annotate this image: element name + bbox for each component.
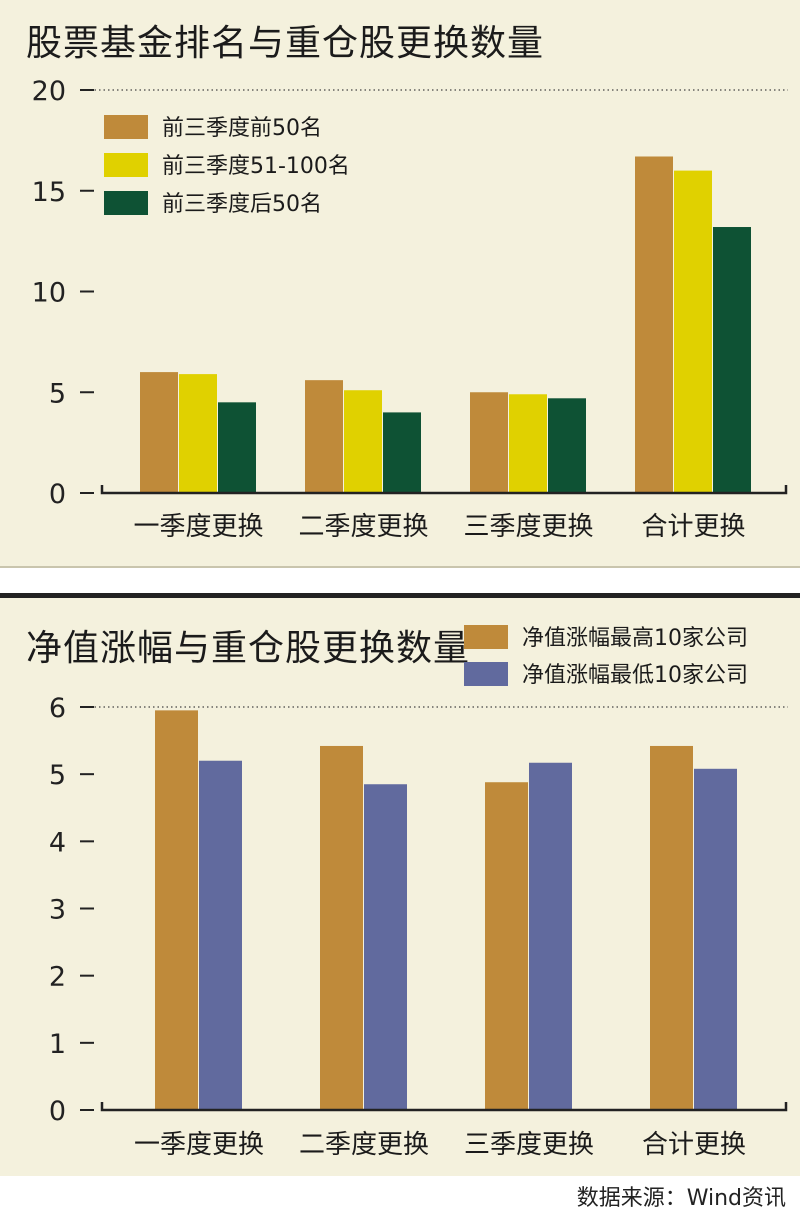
x-category-label: 一季度更换 bbox=[134, 1130, 264, 1160]
y-tick-label: 15 bbox=[32, 177, 66, 208]
legend-swatch bbox=[104, 191, 148, 215]
data-source-note: 数据来源：Wind资讯 bbox=[576, 1186, 786, 1211]
bar bbox=[529, 762, 572, 1110]
bar bbox=[140, 372, 178, 493]
bar bbox=[218, 402, 256, 493]
bar bbox=[713, 227, 751, 493]
bar-chart-fund-ranking: 0 5 10 15 20 一季度更换 二季度更换 三季度更换 合计更换 前三季度前50名前三季度5… bbox=[32, 76, 788, 542]
y-tick-label: 3 bbox=[49, 895, 66, 926]
bar bbox=[674, 170, 712, 493]
bar bbox=[305, 380, 343, 493]
y-tick-label: 5 bbox=[49, 378, 66, 409]
bar bbox=[650, 745, 693, 1110]
legend-swatch bbox=[464, 625, 508, 649]
y-tick-label: 0 bbox=[49, 479, 66, 510]
bar bbox=[344, 390, 382, 493]
x-category-label: 合计更换 bbox=[642, 1130, 746, 1160]
bar bbox=[548, 398, 586, 493]
bar bbox=[470, 392, 508, 493]
bar bbox=[635, 156, 673, 493]
legend-swatch bbox=[104, 115, 148, 139]
chart-panel-nav-growth: 净值涨幅与重仓股更换数量 0 1 2 3 4 5 6 一季度更换 二季度更换 三季度更换 合计更换 净… bbox=[0, 593, 800, 1176]
bar bbox=[383, 412, 421, 493]
y-tick-label: 2 bbox=[49, 962, 66, 993]
y-tick-label: 5 bbox=[49, 760, 66, 791]
bar bbox=[694, 768, 737, 1110]
x-category-label: 二季度更换 bbox=[299, 1130, 429, 1160]
x-category-label: 一季度更换 bbox=[133, 512, 263, 542]
chart-panel-fund-ranking: 股票基金排名与重仓股更换数量 0 5 10 15 20 一季度更换 二季度更换 三季度更换 合计… bbox=[0, 0, 800, 568]
legend-swatch bbox=[104, 153, 148, 177]
x-axis-line bbox=[100, 485, 788, 495]
y-tick-label: 4 bbox=[49, 827, 66, 858]
y-tick-label: 10 bbox=[32, 278, 66, 309]
legend-label: 前三季度前50名 bbox=[162, 116, 322, 141]
x-category-label: 合计更换 bbox=[641, 512, 745, 542]
y-tick-label: 6 bbox=[49, 693, 66, 724]
bar bbox=[509, 394, 547, 493]
bar bbox=[155, 710, 198, 1110]
legend-label: 净值涨幅最低10家公司 bbox=[522, 663, 748, 688]
bar bbox=[320, 745, 363, 1110]
chart-title: 股票基金排名与重仓股更换数量 bbox=[26, 23, 545, 64]
x-category-label: 三季度更换 bbox=[463, 512, 593, 542]
legend-label: 前三季度后50名 bbox=[162, 192, 322, 217]
legend-swatch bbox=[464, 662, 508, 686]
y-tick-label: 20 bbox=[32, 76, 66, 107]
x-axis-line bbox=[100, 1102, 788, 1112]
bar-chart-nav-growth: 0 1 2 3 4 5 6 一季度更换 二季度更换 三季度更换 合计更换 净值涨幅最高10家公司净值涨… bbox=[49, 625, 788, 1160]
legend-label: 净值涨幅最高10家公司 bbox=[522, 626, 748, 651]
bar bbox=[485, 782, 528, 1110]
x-category-label: 二季度更换 bbox=[298, 512, 428, 542]
y-tick-label: 0 bbox=[49, 1096, 66, 1127]
legend-label: 前三季度51-100名 bbox=[162, 154, 350, 179]
bar bbox=[364, 784, 407, 1110]
bar bbox=[199, 760, 242, 1110]
x-category-label: 三季度更换 bbox=[464, 1130, 594, 1160]
y-tick-label: 1 bbox=[49, 1029, 66, 1060]
bar bbox=[179, 374, 217, 493]
chart-title: 净值涨幅与重仓股更换数量 bbox=[26, 628, 471, 669]
